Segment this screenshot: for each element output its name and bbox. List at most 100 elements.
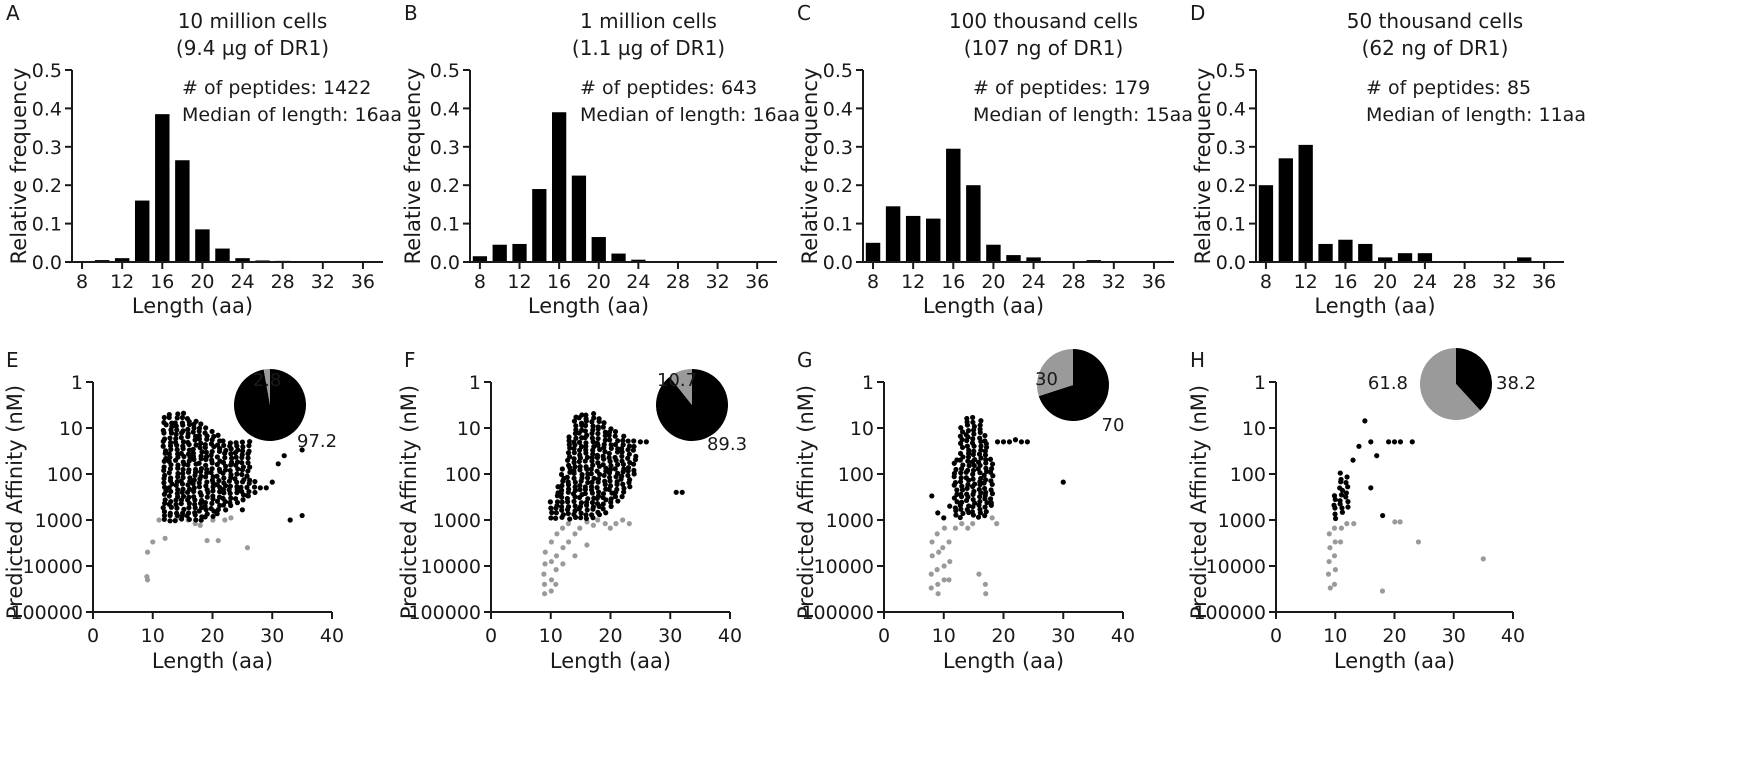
binder-point [181, 461, 187, 467]
binder-point [161, 414, 167, 421]
binder-point [565, 499, 571, 505]
binder-point [978, 418, 984, 424]
x-tick-label: 8 [76, 271, 88, 293]
y-tick-label: 100000 [408, 602, 481, 624]
binder-point [214, 511, 220, 517]
binder-point [185, 462, 191, 468]
nonbinder-point [928, 571, 934, 577]
binder-point [970, 471, 976, 477]
x-tick-label: 16 [1333, 271, 1357, 293]
binder-point [620, 481, 626, 487]
binder-point [202, 514, 208, 520]
binder-point [935, 510, 941, 516]
binder-point [220, 502, 227, 508]
binder-point [246, 443, 252, 449]
x-tick-label: 24 [1021, 271, 1045, 293]
binder-point [1338, 492, 1345, 498]
binder-point [596, 503, 602, 509]
binder-point [607, 478, 613, 484]
nonbinder-point [541, 581, 548, 587]
nonbinder-point [1331, 553, 1338, 559]
pie-label-binder: 89.3 [707, 434, 747, 455]
y-axis-title: Relative frequency [7, 68, 31, 265]
binder-point [594, 484, 600, 491]
chart-title-line1: 100 thousand cells [949, 9, 1138, 33]
panel-letter: A [6, 1, 20, 25]
nonbinder-point [989, 515, 995, 521]
binder-point [620, 461, 627, 467]
nonbinder-point [1325, 571, 1332, 577]
binder-point [198, 492, 204, 498]
binder-point [558, 490, 564, 497]
binder-point [239, 459, 245, 466]
binder-point [951, 482, 957, 488]
binder-point [625, 447, 631, 453]
binder-point [631, 471, 637, 477]
binder-point [161, 512, 168, 519]
binder-point [198, 456, 204, 462]
binder-point [954, 491, 960, 497]
binder-point [197, 476, 203, 482]
binder-point [245, 451, 251, 457]
binder-point [608, 499, 614, 505]
chart-title-line1: 1 million cells [580, 9, 717, 33]
binder-point [214, 454, 220, 460]
bar-chart-panel-d: D 50 thousand cells (62 ng of DR1) # of pep… [1190, 1, 1586, 318]
binder-point [602, 449, 608, 455]
nonbinder-point [204, 537, 210, 544]
binder-point [257, 485, 263, 491]
binder-point [205, 489, 211, 496]
binder-point [571, 418, 578, 424]
binder-point [970, 414, 976, 421]
binder-point [215, 432, 221, 438]
binder-point [221, 442, 227, 448]
binder-point [600, 424, 606, 430]
binder-point [958, 470, 964, 476]
binder-point [559, 507, 565, 513]
binder-point [174, 512, 181, 519]
binder-point [612, 429, 619, 435]
binder-point [603, 497, 609, 503]
chart-title-line2: (1.1 µg of DR1) [572, 36, 725, 60]
nonbinder-point [1331, 581, 1338, 587]
binder-point [970, 512, 977, 518]
bar [1338, 239, 1353, 262]
y-tick-label: 0.4 [32, 98, 62, 120]
median-length-annotation: Median of length: 16aa [182, 104, 402, 126]
binder-point [588, 471, 594, 477]
x-tick-label: 12 [1294, 271, 1318, 293]
binder-point [970, 483, 976, 490]
nonbinder-point [1344, 521, 1350, 527]
binder-point [965, 454, 972, 460]
bar [532, 189, 547, 262]
x-tick-label: 24 [1413, 271, 1437, 293]
nonbinder-point [560, 561, 566, 567]
binder-point [620, 469, 626, 475]
binder-point [573, 423, 579, 429]
binder-point [193, 442, 199, 448]
binder-point [606, 432, 612, 438]
x-tick-label: 0 [878, 625, 890, 647]
y-tick-label: 10 [59, 418, 83, 440]
binder-point [216, 448, 223, 455]
binder-point [591, 411, 597, 417]
binder-point [619, 449, 625, 455]
panel-letter: F [404, 348, 416, 372]
binder-point [929, 493, 935, 499]
binder-point [244, 473, 250, 479]
bar [551, 112, 567, 263]
bar [611, 253, 626, 262]
y-tick-label: 0.1 [430, 214, 460, 236]
binder-point [989, 461, 996, 467]
y-tick-label: 0.0 [430, 252, 460, 274]
binder-point [990, 473, 996, 479]
binder-point [172, 518, 178, 524]
pie-label-nonbinder: 10.7 [657, 370, 697, 391]
binder-point [269, 479, 275, 485]
nonbinder-point [983, 591, 989, 597]
y-tick-label: 1 [1254, 372, 1266, 394]
binder-point [1368, 439, 1374, 445]
nonbinder-point [940, 545, 946, 551]
binder-point [970, 427, 977, 433]
